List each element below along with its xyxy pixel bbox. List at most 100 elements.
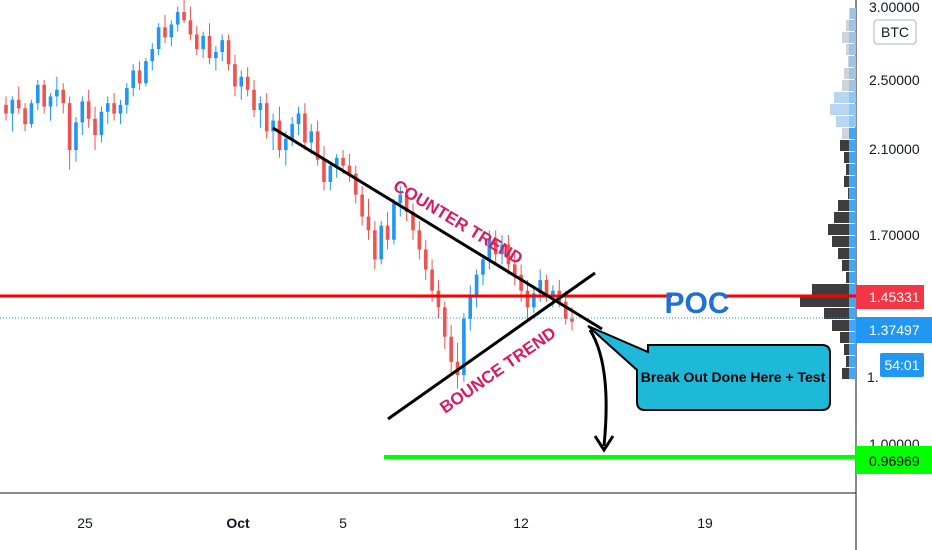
volume-profile-bar: [838, 200, 856, 211]
candle-body: [35, 84, 40, 104]
candle-body: [67, 103, 72, 151]
volume-profile-buy-bar: [849, 260, 856, 271]
counter-trendline[interactable]: [272, 126, 603, 331]
candle-body: [55, 89, 59, 97]
candle-body: [303, 113, 307, 143]
symbol-badge-label: BTC: [881, 24, 909, 40]
candle-body: [4, 104, 8, 114]
candle-body: [341, 157, 345, 166]
volume-profile-bar: [832, 320, 856, 331]
price-tick: 2.10000: [869, 141, 920, 157]
volume-profile-buy-bar: [849, 332, 856, 343]
volume-profile-buy-bar: [849, 92, 856, 103]
candle-body: [296, 113, 301, 125]
arrow-head-icon: [593, 435, 615, 453]
volume-profile-bar: [842, 32, 856, 43]
volume-profile-buy-bar: [849, 128, 856, 139]
candle-body: [436, 290, 441, 308]
candle-body: [16, 99, 21, 109]
candle-body: [347, 165, 352, 174]
volume-profile-buy-bar: [849, 320, 856, 331]
volume-profile-bar: [824, 308, 856, 319]
candle-body: [334, 157, 339, 166]
candle-body: [150, 49, 155, 62]
volume-profile-bar: [842, 80, 856, 91]
volume-profile-bar: [840, 332, 856, 343]
volume-profile-bar: [846, 44, 856, 55]
volume-profile-bar: [834, 212, 856, 223]
candle-body: [379, 225, 384, 260]
last-price-tag[interactable]: [856, 317, 932, 343]
volume-profile-buy-bar: [849, 296, 856, 307]
candle-body: [112, 103, 116, 114]
candle-body: [315, 131, 320, 160]
candle-body: [392, 203, 396, 240]
volume-profile-buy-bar: [849, 68, 856, 79]
volume-profile-bar: [812, 284, 856, 295]
volume-profile-buy-bar: [849, 80, 856, 91]
candle-body: [156, 27, 161, 50]
candle-body: [290, 124, 294, 139]
countdown-tag[interactable]: [880, 353, 924, 377]
volume-profile-buy-bar: [849, 248, 856, 259]
volume-profile-bar: [848, 56, 856, 67]
symbol-badge[interactable]: [873, 19, 917, 45]
candle-body: [226, 40, 231, 65]
candle-body: [532, 293, 536, 308]
volume-profile-bar: [834, 92, 856, 103]
candle-body: [125, 88, 129, 105]
volume-profile-bar: [800, 296, 856, 307]
target-price-tag[interactable]: [856, 446, 932, 474]
candle-body: [233, 64, 237, 87]
price-tick-partial: 1.: [867, 369, 879, 385]
time-tick: 5: [339, 515, 347, 531]
candle-body: [411, 212, 415, 231]
volume-profile: [800, 8, 856, 379]
candle-body: [430, 269, 434, 291]
candle-body: [551, 290, 555, 297]
candle-body: [80, 101, 85, 123]
callout-bubble[interactable]: [587, 325, 831, 411]
volume-profile-buy-bar: [849, 8, 856, 19]
candle-body: [487, 239, 492, 260]
volume-profile-buy-bar: [849, 200, 856, 211]
candle-body: [373, 230, 377, 260]
candle-body: [525, 290, 530, 308]
volume-profile-bar: [838, 248, 856, 259]
candle-body: [86, 101, 91, 119]
candle-body: [131, 70, 135, 89]
candle-body: [74, 122, 78, 151]
candle-body: [360, 194, 364, 217]
bounce-trendline[interactable]: [387, 271, 596, 421]
candle-body: [201, 35, 205, 50]
arrow-curve: [588, 329, 608, 447]
candle-body: [23, 108, 27, 125]
candle-body: [42, 84, 46, 107]
candle-body: [105, 103, 110, 112]
candle-body: [544, 279, 549, 297]
candle-body: [506, 244, 511, 265]
volume-profile-buy-bar: [849, 140, 856, 151]
candle-body: [271, 120, 275, 132]
candle-body: [163, 27, 167, 38]
candle-body: [252, 89, 256, 111]
candle-body: [245, 76, 250, 90]
candle-body: [194, 34, 199, 50]
candle-body: [175, 12, 180, 25]
volume-profile-buy-bar: [849, 164, 856, 175]
time-axis[interactable]: 25 Oct 5 12 19: [77, 515, 713, 531]
candle-body: [449, 336, 453, 362]
candle-body: [563, 301, 568, 319]
volume-profile-buy-bar: [849, 368, 856, 379]
volume-profile-buy-bar: [849, 224, 856, 235]
candle-body: [61, 89, 66, 104]
time-tick: 19: [697, 515, 713, 531]
candle-body: [144, 61, 148, 84]
volume-profile-buy-bar: [849, 308, 856, 319]
candle-body: [277, 120, 282, 151]
time-tick: Oct: [226, 515, 250, 531]
price-tick: 1.70000: [869, 227, 920, 243]
poc-price-tag[interactable]: [856, 285, 924, 309]
candle-body: [239, 76, 244, 87]
